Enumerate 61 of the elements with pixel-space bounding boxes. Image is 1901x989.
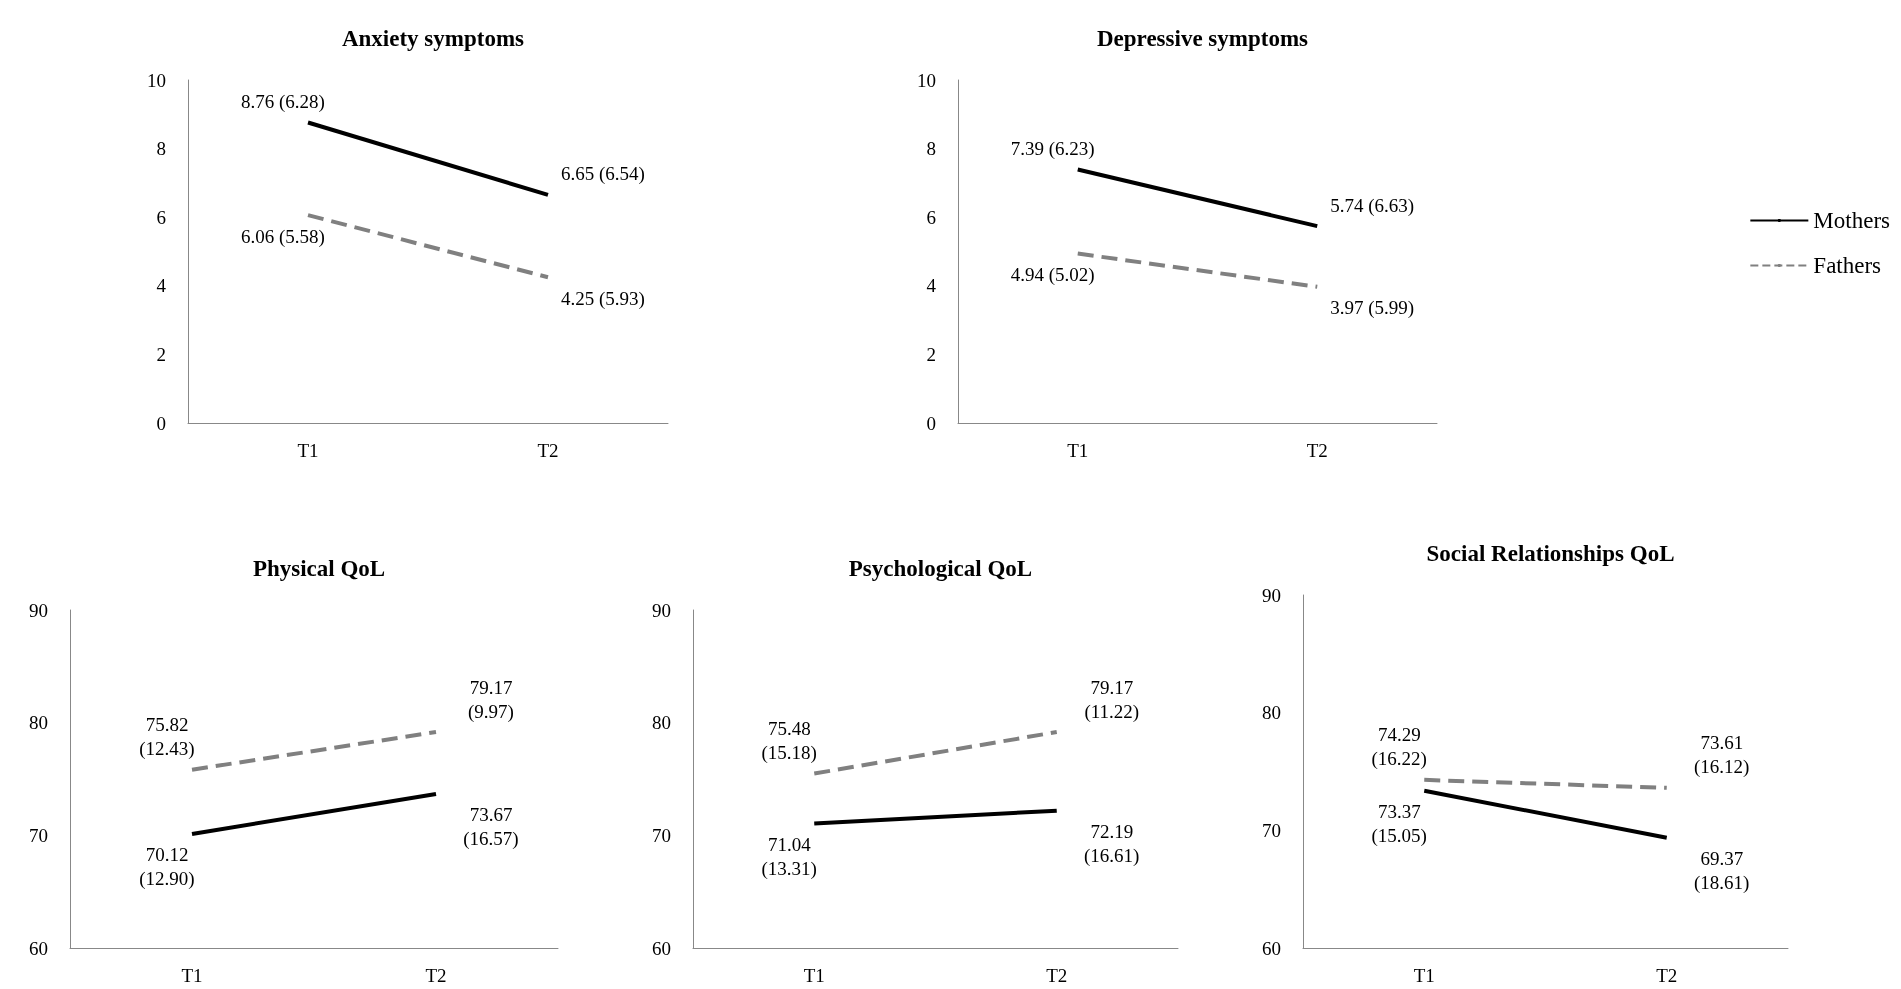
- data-label: 6.65 (6.54): [561, 163, 645, 186]
- x-tick-label: T2: [425, 965, 447, 986]
- y-tick-label: 80: [1262, 702, 1281, 724]
- y-tick-label: 0: [156, 412, 166, 434]
- y-tick-label: 80: [652, 712, 671, 734]
- y-tick-label: 70: [29, 824, 48, 846]
- data-label: 74.29 (16.22): [1371, 724, 1427, 771]
- y-tick-label: 90: [29, 599, 48, 621]
- data-label: 4.94 (5.02): [1010, 264, 1095, 287]
- x-tick-label: T1: [181, 965, 203, 986]
- data-label: 75.82 (12.43): [139, 714, 195, 761]
- data-label: 73.61 (16.12): [1694, 732, 1750, 779]
- chart-title: Social Relationships QoL: [1426, 541, 1675, 566]
- data-label: 73.37 (15.05): [1371, 801, 1427, 848]
- x-tick-label: T2: [1656, 965, 1678, 986]
- y-tick-label: 60: [1262, 937, 1281, 959]
- y-tick-label: 60: [652, 937, 671, 959]
- data-label: 72.19 (16.61): [1084, 821, 1140, 868]
- y-tick-label: 6: [926, 206, 936, 228]
- data-label: 5.74 (6.63): [1330, 194, 1415, 217]
- chart-title: Depressive symptoms: [1096, 26, 1309, 51]
- chart-title: Psychological QoL: [848, 556, 1033, 581]
- data-label: 7.39 (6.23): [1010, 138, 1095, 161]
- data-label: 4.25 (5.93): [561, 287, 645, 310]
- y-tick-label: 2: [926, 343, 936, 365]
- data-label: 71.04 (13.31): [761, 834, 817, 881]
- y-tick-label: 4: [926, 275, 937, 297]
- chart-title: Anxiety symptoms: [341, 26, 525, 51]
- y-tick-label: 10: [917, 69, 936, 91]
- x-tick-label: T1: [1413, 965, 1435, 986]
- y-tick-label: 70: [1262, 819, 1281, 841]
- y-tick-label: 8: [156, 138, 166, 160]
- data-label: 79.17 (9.97): [468, 676, 514, 723]
- data-label: 69.37 (18.61): [1694, 848, 1750, 895]
- y-tick-label: 90: [1262, 584, 1281, 606]
- legend-label: Fathers: [1813, 253, 1882, 278]
- x-tick-label: T1: [1067, 440, 1089, 461]
- y-tick-label: 90: [652, 599, 671, 621]
- x-tick-label: T1: [297, 440, 319, 461]
- y-tick-label: 8: [926, 138, 936, 160]
- data-label: 8.76 (6.28): [241, 91, 325, 114]
- x-tick-label: T2: [1306, 440, 1328, 461]
- data-label: 6.06 (5.58): [241, 225, 325, 248]
- y-tick-label: 6: [156, 206, 166, 228]
- data-label: 79.17 (11.22): [1084, 676, 1140, 723]
- y-tick-label: 80: [29, 712, 48, 734]
- chart-title: Physical QoL: [252, 556, 386, 581]
- legend-label: Mothers: [1813, 208, 1891, 233]
- y-tick-label: 10: [147, 69, 166, 91]
- x-tick-label: T1: [803, 965, 825, 986]
- y-tick-label: 70: [652, 824, 671, 846]
- data-label: 70.12 (12.90): [139, 844, 195, 891]
- x-tick-label: T2: [537, 440, 559, 461]
- y-tick-label: 4: [156, 275, 167, 297]
- y-tick-label: 2: [156, 343, 166, 365]
- data-label: 3.97 (5.99): [1330, 297, 1415, 320]
- y-tick-label: 0: [926, 412, 936, 434]
- x-tick-label: T2: [1046, 965, 1068, 986]
- data-label: 75.48 (15.18): [761, 718, 817, 765]
- y-tick-label: 60: [29, 937, 48, 959]
- data-label: 73.67 (16.57): [463, 804, 519, 851]
